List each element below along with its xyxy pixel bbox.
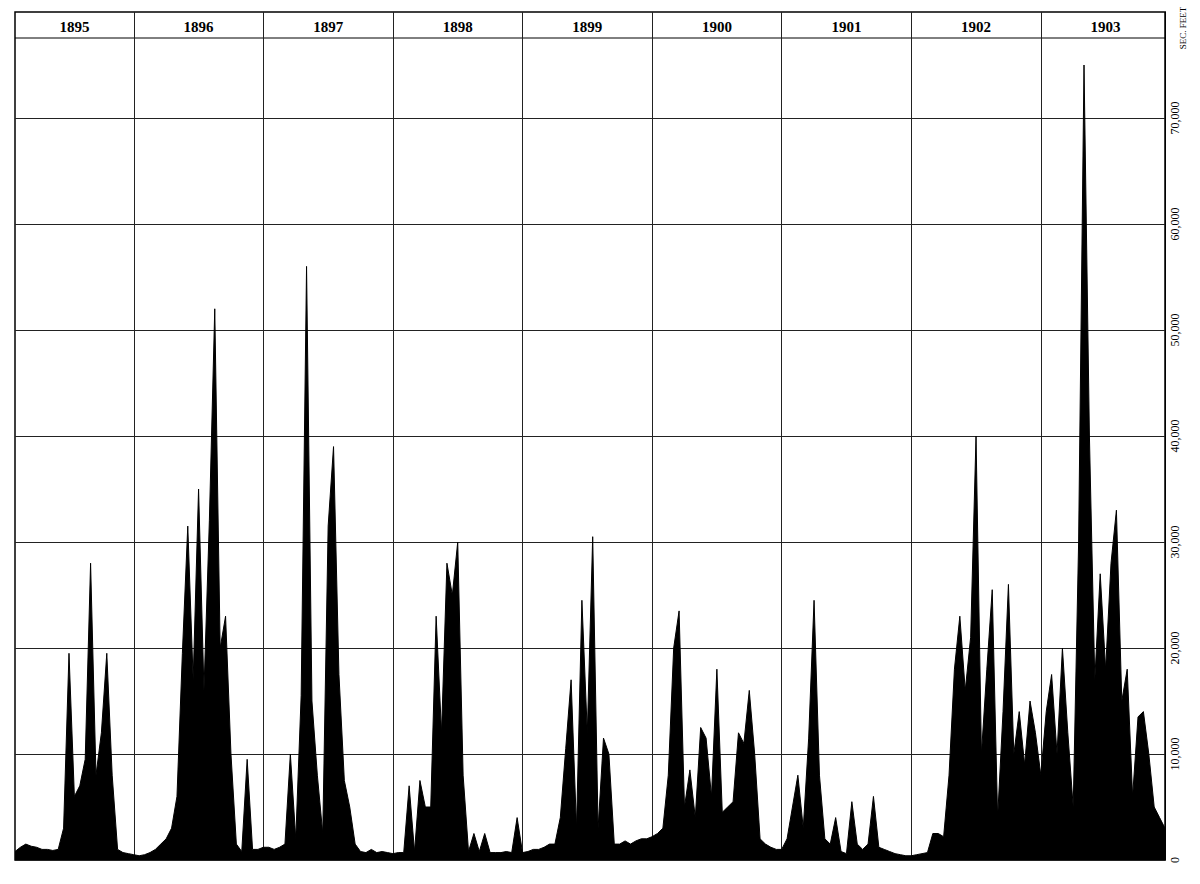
svg-text:1898: 1898 xyxy=(443,19,473,35)
svg-text:1903: 1903 xyxy=(1091,19,1121,35)
svg-text:70,000: 70,000 xyxy=(1168,102,1182,135)
svg-text:30,000: 30,000 xyxy=(1168,526,1182,559)
svg-text:40,000: 40,000 xyxy=(1168,420,1182,453)
svg-text:1902: 1902 xyxy=(961,19,991,35)
svg-text:50,000: 50,000 xyxy=(1168,314,1182,347)
svg-text:1899: 1899 xyxy=(572,19,602,35)
svg-text:20,000: 20,000 xyxy=(1168,632,1182,665)
svg-text:60,000: 60,000 xyxy=(1168,208,1182,241)
svg-text:10,000: 10,000 xyxy=(1168,738,1182,771)
svg-text:1896: 1896 xyxy=(184,19,215,35)
svg-text:1897: 1897 xyxy=(313,19,344,35)
svg-text:SEC. FEET: SEC. FEET xyxy=(1178,6,1188,49)
svg-text:1900: 1900 xyxy=(702,19,732,35)
svg-text:0: 0 xyxy=(1168,857,1182,863)
svg-text:1895: 1895 xyxy=(59,19,89,35)
svg-text:1901: 1901 xyxy=(831,19,861,35)
